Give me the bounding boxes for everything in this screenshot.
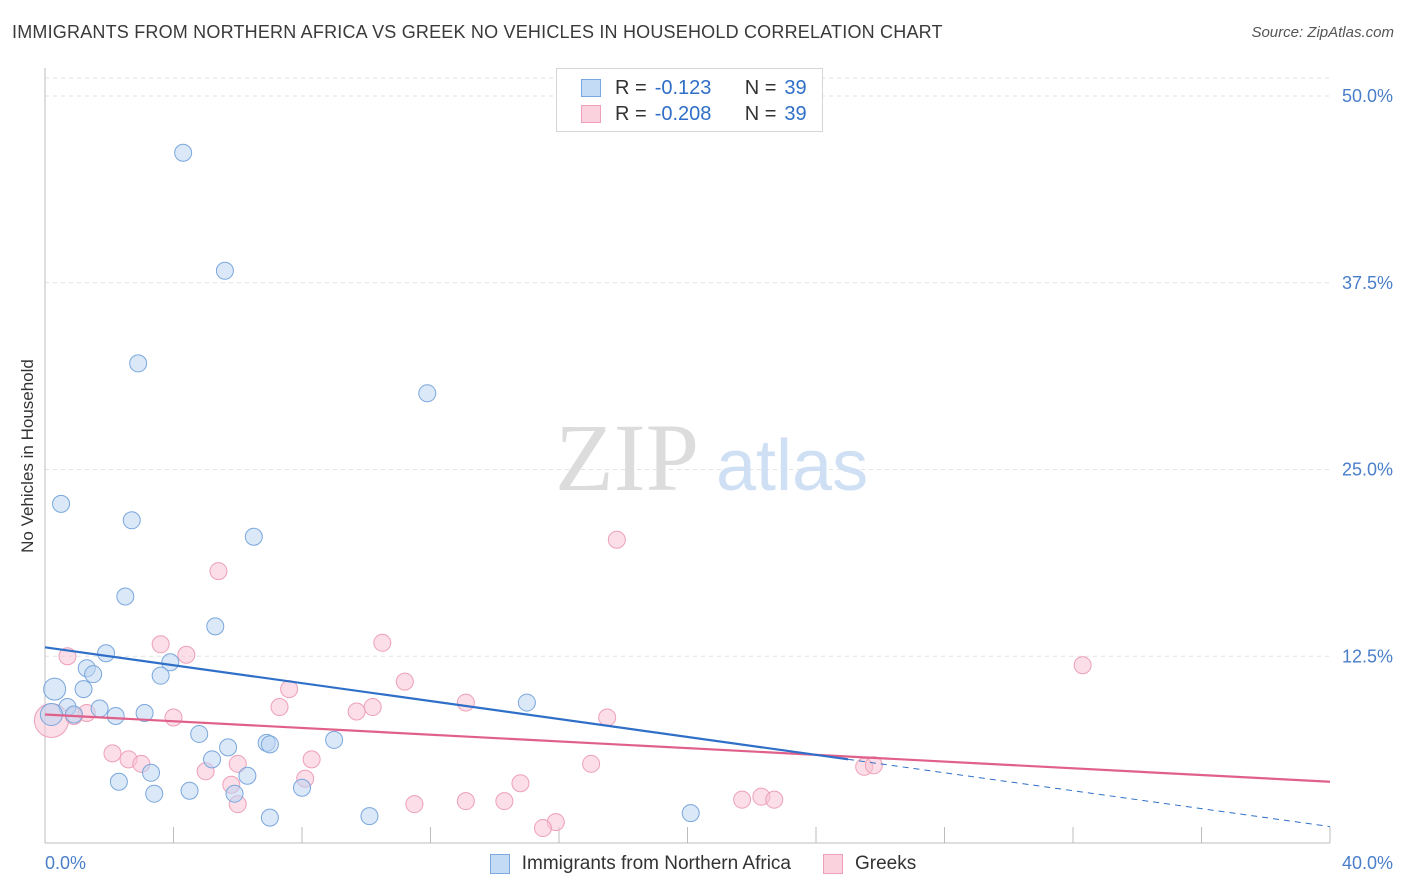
northern-africa-point <box>190 724 209 743</box>
northern-africa-point <box>64 705 83 724</box>
series-legend-item-greeks: Greeks <box>823 853 916 875</box>
northern-africa-point <box>206 617 225 636</box>
greeks-point <box>405 795 424 814</box>
northern-africa-point <box>293 778 311 797</box>
legend-r-value: -0.208 <box>654 102 712 125</box>
legend-r-label: R = <box>615 102 647 125</box>
watermark: ZIP atlas <box>555 404 868 511</box>
series-swatch-blue <box>489 854 510 874</box>
greeks-point <box>1073 656 1092 675</box>
greeks-point <box>733 790 752 809</box>
series-legend: Immigrants from Northern Africa Greeks <box>0 850 1406 878</box>
northern-africa-point <box>225 784 244 803</box>
greeks-point <box>151 635 170 654</box>
greeks-point <box>164 708 183 727</box>
greeks-point <box>177 645 196 664</box>
northern-africa-point <box>215 261 234 280</box>
northern-africa-point <box>135 704 154 723</box>
northern-africa-point <box>129 354 148 373</box>
y-tick-label: 37.5% <box>1342 273 1393 293</box>
northern-africa-point <box>109 772 128 791</box>
northern-africa-point <box>161 653 180 672</box>
greeks-point <box>533 819 552 838</box>
northern-africa-point <box>203 750 222 769</box>
series-swatch-pink <box>823 854 843 874</box>
legend-n-label: N = <box>744 102 777 125</box>
y-tick-label: 50.0% <box>1342 86 1393 106</box>
northern-africa-point <box>106 707 125 726</box>
northern-africa-point <box>116 587 135 606</box>
y-tick-label: 12.5% <box>1342 646 1393 666</box>
northern-africa-point <box>142 763 161 782</box>
legend-r-label: R = <box>615 76 647 99</box>
y-tick-label: 25.0% <box>1342 460 1393 480</box>
greeks-point <box>511 774 530 793</box>
correlation-legend: R = -0.123 N = 39 R = -0.208 N = 39 <box>556 68 823 132</box>
legend-n-value: 39 <box>784 102 807 125</box>
series-legend-item-northern-africa: Immigrants from Northern Africa <box>489 853 791 875</box>
northern-africa-point <box>325 730 344 749</box>
greeks-point <box>209 562 228 581</box>
northern-africa-trend-line <box>44 646 849 761</box>
northern-africa-point <box>260 735 279 754</box>
greeks-point <box>598 708 617 727</box>
series-label-greeks: Greeks <box>855 853 917 874</box>
greeks-point <box>270 698 289 717</box>
northern-africa-point <box>174 143 193 162</box>
greeks-point <box>456 792 475 811</box>
northern-africa-point <box>219 738 238 757</box>
northern-africa-point <box>74 680 93 699</box>
greeks-point <box>228 754 247 773</box>
northern-africa-point <box>517 693 536 712</box>
watermark-atlas: atlas <box>716 426 868 506</box>
northern-africa-point <box>145 784 164 803</box>
northern-africa-point <box>90 699 109 718</box>
x-tick-label: 0.0% <box>45 853 86 873</box>
northern-africa-point <box>418 384 437 403</box>
greeks-point <box>302 750 321 769</box>
watermark-zip: ZIP <box>555 404 699 511</box>
source-label: Source: ZipAtlas.com <box>1251 24 1394 41</box>
northern-africa-point <box>360 807 379 826</box>
northern-africa-point <box>260 808 279 827</box>
northern-africa-point <box>122 511 141 530</box>
northern-africa-point <box>151 666 170 685</box>
greeks-point <box>456 693 475 712</box>
northern-africa-point <box>681 804 700 823</box>
greeks-point <box>582 754 601 773</box>
greeks-point <box>103 744 122 763</box>
greeks-point <box>347 702 366 721</box>
legend-swatch-blue <box>581 79 601 97</box>
northern-africa-point <box>84 665 103 684</box>
northern-africa-points <box>39 143 700 827</box>
greeks-trend-line <box>44 713 1331 783</box>
northern-africa-point <box>43 677 67 701</box>
legend-swatch-pink <box>581 105 601 123</box>
grid-lines <box>45 77 1330 657</box>
legend-row-northern-africa: R = -0.123 N = 39 <box>581 77 807 99</box>
legend-r-value: -0.123 <box>654 76 712 99</box>
legend-n-value: 39 <box>784 76 807 99</box>
northern-africa-point <box>238 766 257 785</box>
greeks-point <box>765 790 784 809</box>
greeks-point <box>607 530 626 549</box>
chart-title: IMMIGRANTS FROM NORTHERN AFRICA VS GREEK… <box>12 22 943 42</box>
northern-africa-point <box>244 527 263 546</box>
northern-africa-point <box>180 781 199 800</box>
tick-labels: 12.5% 25.0% 37.5% 50.0% 0.0% 40.0% <box>45 86 1393 873</box>
legend-n-label: N = <box>744 76 777 99</box>
x-tick-label: 40.0% <box>1342 853 1393 873</box>
greeks-point <box>363 698 382 717</box>
northern-africa-point <box>97 644 116 663</box>
greeks-point <box>373 633 392 652</box>
legend-row-greeks: R = -0.208 N = 39 <box>581 103 807 125</box>
northern-africa-trend-extension <box>848 758 1331 828</box>
trend-lines <box>44 646 1331 828</box>
northern-africa-point <box>52 494 71 513</box>
greeks-point <box>395 672 414 691</box>
series-label-northern-africa: Immigrants from Northern Africa <box>521 853 791 874</box>
greeks-point <box>495 792 514 811</box>
greeks-point <box>864 756 883 775</box>
